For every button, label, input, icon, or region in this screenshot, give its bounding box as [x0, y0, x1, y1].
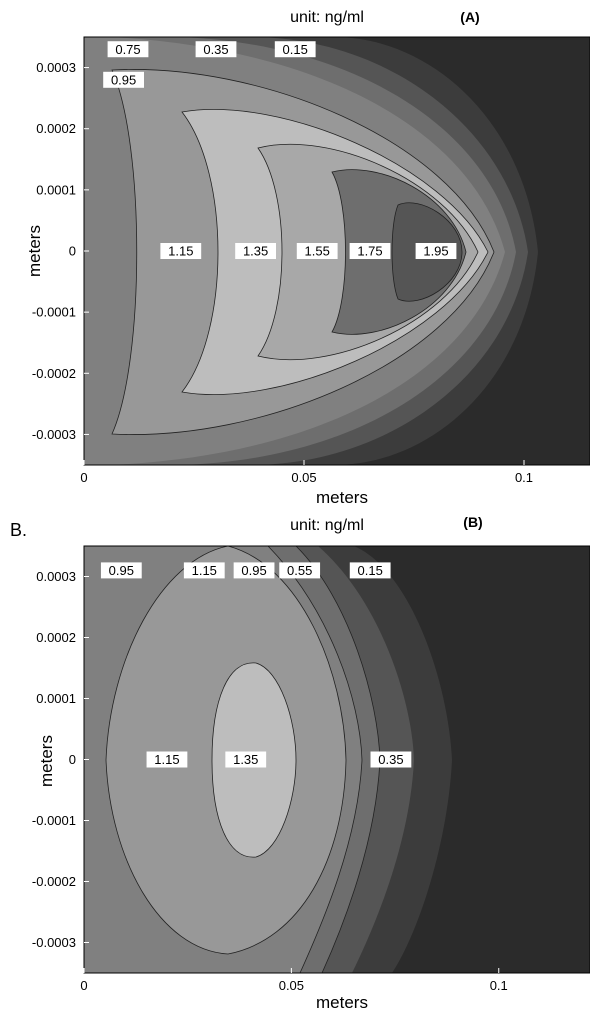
panel-a-contour-label-text: 0.35 [203, 42, 228, 57]
panel-a-y-tick-label: -0.0001 [32, 305, 76, 320]
panel-b-contour-label-box [349, 562, 391, 579]
panel-b-isoline [211, 662, 297, 858]
panel-b-y-tick-label: 0.0002 [36, 630, 76, 645]
panel-b-contour-label-text: 0.35 [378, 752, 403, 767]
panel-a-contour-label: 0.15 [274, 41, 316, 58]
panel-a-contour-label-text: 0.15 [283, 42, 308, 57]
panel-b-contour-label: 1.35 [225, 751, 267, 768]
panel-a-y-tick-label: 0.0003 [36, 60, 76, 75]
panel-a-contour-label-box [160, 243, 202, 259]
panel-b-contour-label-box [183, 562, 225, 579]
panel-b-contour-label: 1.15 [146, 751, 188, 768]
panel-a-ticks: 0.0003 0.0002 0.0001 0 -0.0001 -0.0002 -0.0003… [32, 60, 533, 485]
panel-a-isolines [111, 69, 495, 435]
panel-a-contour-label: 0.95 [103, 71, 144, 88]
panel-b: B. unit: ng/ml (B) 0.0003 0.0002 0.0001 0 -0… [10, 514, 590, 1012]
panel-b-label: B. [10, 520, 27, 540]
panel-a: unit: ng/ml (A) 0.0003 [25, 9, 590, 507]
panel-b-contour-label-box [370, 751, 412, 768]
panel-b-x-tick-label: 0 [80, 978, 87, 993]
panel-b-contour-label-text: 1.15 [192, 563, 217, 578]
panel-b-unit-title: unit: ng/ml [290, 517, 364, 534]
panel-a-contour-label-text: 1.55 [305, 244, 330, 259]
panel-a-contour-label-box [103, 71, 144, 88]
panel-b-contour-label: 0.95 [100, 562, 142, 579]
panel-a-isoline [391, 202, 463, 302]
panel-b-isoline [267, 546, 363, 973]
panel-b-y-tick-label: 0.0003 [36, 569, 76, 584]
panel-b-tag: (B) [463, 514, 482, 530]
panel-b-y-tick-label: -0.0001 [32, 813, 76, 828]
panel-a-contour-label: 1.95 [415, 243, 457, 259]
panel-a-contour-label: 0.75 [107, 41, 149, 58]
panel-a-y-tick-label: 0 [69, 244, 76, 259]
panel-a-contour-label-text: 0.75 [115, 42, 140, 57]
panel-a-contour-label-box [274, 41, 316, 58]
panel-b-isoline [105, 546, 347, 955]
panel-b-contour-label-box [225, 751, 267, 768]
panel-a-x-tick-label: 0.05 [291, 470, 316, 485]
panel-b-x-tick-label: 0.1 [490, 978, 508, 993]
panel-b-y-tick-label: -0.0003 [32, 935, 76, 950]
panel-b-y-axis-label: meters [37, 735, 56, 787]
panel-b-x-axis-label: meters [316, 993, 368, 1012]
panel-b-contour-label: 0.55 [279, 562, 321, 579]
panel-a-contour-label-text: 1.75 [357, 244, 382, 259]
panel-a-contour-label-box [235, 243, 276, 259]
panel-a-y-tick-label: -0.0003 [32, 427, 76, 442]
panel-a-tag: (A) [460, 9, 479, 25]
panel-a-contour-field [84, 37, 590, 465]
panel-a-contour-label: 1.55 [296, 243, 338, 259]
panel-b-contour-label-text: 0.95 [109, 563, 134, 578]
panel-a-isoline [257, 143, 479, 361]
panel-b-y-tick-label: -0.0002 [32, 874, 76, 889]
panel-a-contour-label: 1.35 [235, 243, 276, 259]
panel-a-contour-labels: 0.75 0.35 0.15 0.95 1.15 1.35 1.55 1.75 1.95 [103, 41, 457, 259]
panel-a-y-axis-label: meters [25, 225, 44, 277]
panel-b-contour-label: 0.15 [349, 562, 391, 579]
panel-a-contour-label-box [195, 41, 237, 58]
panel-b-contour-label-text: 0.15 [358, 563, 383, 578]
panel-a-isoline [111, 69, 495, 435]
panel-b-contour-label: 0.95 [233, 562, 275, 579]
panel-a-contour-label-text: 1.35 [243, 244, 268, 259]
panel-b-contour-label-box [233, 562, 275, 579]
panel-a-contour-label: 1.75 [349, 243, 391, 259]
panel-b-contour-label: 1.15 [183, 562, 225, 579]
panel-b-contour-label-box [146, 751, 188, 768]
panel-a-y-tick-label: 0.0001 [36, 182, 76, 197]
panel-a-y-tick-label: 0.0002 [36, 121, 76, 136]
panel-b-contour-labels: 0.95 1.15 0.95 0.55 0.15 1.15 1.35 0.35 [100, 562, 412, 768]
panel-a-isoline [181, 109, 489, 395]
panel-a-contour-label-text: 1.95 [423, 244, 448, 259]
panel-a-x-axis-label: meters [316, 488, 368, 507]
panel-b-contour-label-box [100, 562, 142, 579]
panel-a-contour-label-text: 1.15 [168, 244, 193, 259]
panel-a-y-tick-label: -0.0002 [32, 366, 76, 381]
panel-b-contour-label-box [279, 562, 321, 579]
panel-a-contour-label-box [415, 243, 457, 259]
panel-a-contour-label: 1.15 [160, 243, 202, 259]
panel-a-contour-label-box [349, 243, 391, 259]
panel-b-ticks: 0.0003 0.0002 0.0001 0 -0.0001 -0.0002 -0.0003… [32, 569, 508, 993]
panel-b-contour-label-text: 0.55 [287, 563, 312, 578]
panel-b-x-tick-label: 0.05 [279, 978, 304, 993]
panel-a-contour-label-box [296, 243, 338, 259]
panel-b-contour-label-text: 0.95 [241, 563, 266, 578]
panel-a-unit-title: unit: ng/ml [290, 9, 364, 26]
panel-b-contour-label-text: 1.35 [233, 752, 258, 767]
panel-b-contour-label: 0.35 [370, 751, 412, 768]
panel-a-x-tick-label: 0.1 [515, 470, 533, 485]
panel-a-x-tick-label: 0 [80, 470, 87, 485]
panel-b-y-tick-label: 0.0001 [36, 691, 76, 706]
panel-a-contour-label-text: 0.95 [111, 72, 136, 87]
panel-b-contour-label-text: 1.15 [154, 752, 179, 767]
panel-a-contour-label: 0.35 [195, 41, 237, 58]
panel-a-isoline [331, 169, 467, 335]
panel-b-y-tick-label: 0 [69, 752, 76, 767]
panel-a-contour-label-box [107, 41, 149, 58]
